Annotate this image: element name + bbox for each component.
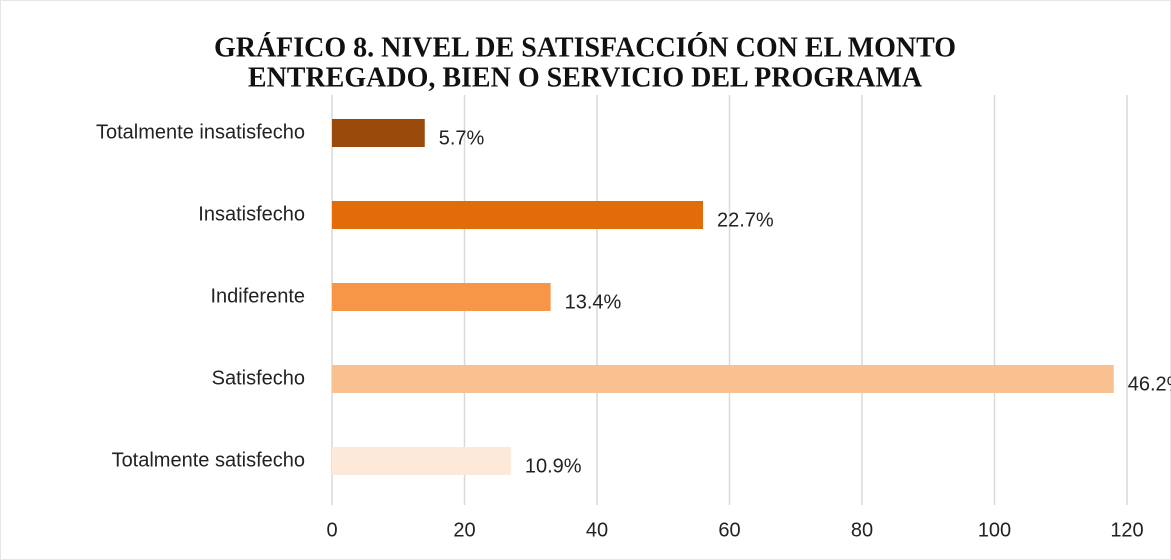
x-tick-label: 100 (978, 519, 1011, 541)
value-label: 5.7% (439, 127, 485, 149)
y-tick-label: Insatisfecho (198, 203, 305, 225)
y-tick-label: Indiferente (210, 285, 305, 307)
bar (332, 201, 703, 229)
chart-title: ENTREGADO, BIEN O SERVICIO DEL PROGRAMA (248, 62, 923, 93)
value-label: 13.4% (565, 291, 622, 313)
x-tick-label: 80 (851, 519, 873, 541)
y-tick-label: Totalmente insatisfecho (96, 121, 305, 143)
value-label: 46.2% (1128, 373, 1171, 395)
x-tick-label: 60 (718, 519, 740, 541)
x-tick-label: 40 (586, 519, 608, 541)
y-tick-label: Satisfecho (212, 367, 305, 389)
chart-title: GRÁFICO 8. NIVEL DE SATISFACCIÓN CON EL … (214, 32, 956, 63)
bar (332, 119, 425, 147)
bar (332, 447, 511, 475)
x-tick-label: 20 (453, 519, 475, 541)
value-label: 22.7% (717, 209, 774, 231)
x-tick-label: 0 (326, 519, 337, 541)
x-tick-label: 120 (1110, 519, 1143, 541)
bar (332, 283, 551, 311)
bar (332, 365, 1114, 393)
value-label: 10.9% (525, 455, 582, 477)
y-tick-label: Totalmente satisfecho (112, 449, 305, 471)
